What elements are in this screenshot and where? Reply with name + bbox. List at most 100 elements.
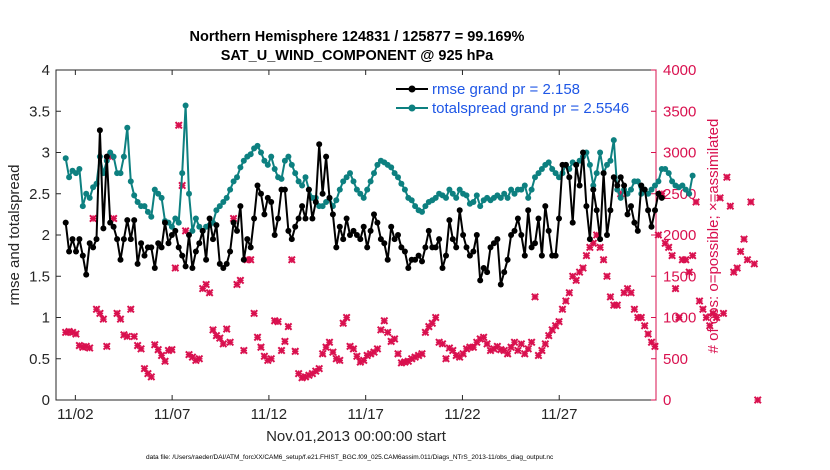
totalspread-point xyxy=(323,199,330,205)
rmse-point xyxy=(69,236,76,243)
obs-point xyxy=(702,313,711,322)
totalspread-point xyxy=(110,153,117,160)
obs-point xyxy=(137,344,145,353)
totalspread-point xyxy=(682,186,689,193)
totalspread-point xyxy=(144,208,151,215)
rmse-point xyxy=(120,236,127,243)
totalspread-point xyxy=(220,199,227,205)
obs-point xyxy=(394,349,402,358)
rmse-point xyxy=(532,240,538,247)
obs-point xyxy=(613,301,622,310)
obs-point xyxy=(585,243,594,252)
totalspread-point xyxy=(521,182,528,189)
totalspread-point xyxy=(449,190,456,197)
rmse-point xyxy=(384,256,391,263)
rmse-point xyxy=(107,219,114,226)
obs-point xyxy=(130,332,139,341)
rmse-point xyxy=(254,182,261,189)
totalspread-point xyxy=(679,182,686,189)
rmse-point xyxy=(210,236,216,243)
totalspread-point xyxy=(216,203,223,210)
rmse-point xyxy=(134,260,141,267)
rmse-point xyxy=(131,217,138,224)
obs-point xyxy=(695,297,704,305)
obs-point xyxy=(418,349,426,358)
rmse-point xyxy=(240,256,247,263)
rmse-point xyxy=(388,223,395,230)
obs-point xyxy=(664,243,673,252)
obs-point xyxy=(102,342,111,351)
rmse-point xyxy=(86,240,93,247)
totalspread-point xyxy=(189,227,196,234)
rmse-point xyxy=(542,203,549,210)
rmse-point xyxy=(508,232,515,238)
y-axis-right: 05001000150020002500300035004000 xyxy=(651,62,696,409)
x-tick-label: 11/02 xyxy=(57,406,93,423)
rmse-point xyxy=(593,207,600,214)
rmse-point xyxy=(477,277,484,284)
rmse-point xyxy=(463,244,470,251)
obs-point xyxy=(246,255,255,264)
rmse-point xyxy=(220,265,227,271)
rmse-point xyxy=(621,182,628,189)
rmse-point xyxy=(545,227,552,234)
obs-point xyxy=(215,334,224,343)
rmse-point xyxy=(446,217,453,224)
rmse-point xyxy=(292,223,299,230)
rmse-point xyxy=(357,236,364,243)
y-right-tick-label: 4000 xyxy=(663,62,696,79)
obs-point xyxy=(147,372,156,381)
totalspread-point xyxy=(665,170,672,177)
obs-point xyxy=(541,339,550,348)
y-right-tick-label: 3000 xyxy=(663,145,696,162)
obs-point xyxy=(544,331,553,340)
rmse-point xyxy=(103,153,110,160)
totalspread-point xyxy=(470,199,477,205)
rmse-point xyxy=(456,207,463,214)
rmse-point xyxy=(79,252,86,259)
obs-point xyxy=(428,319,437,328)
legend-spread-marker xyxy=(408,104,416,112)
totalspread-point xyxy=(422,203,429,210)
rmse-point xyxy=(525,207,532,214)
rmse-point xyxy=(182,263,189,270)
rmse-point xyxy=(638,182,645,189)
rmse-point xyxy=(580,149,586,156)
obs-point xyxy=(239,346,248,355)
obs-point xyxy=(627,288,635,297)
obs-point xyxy=(722,173,731,182)
rmse-point xyxy=(648,223,655,230)
rmse-point xyxy=(247,244,254,251)
rmse-point xyxy=(271,232,278,238)
totalspread-point xyxy=(117,170,124,177)
obs-point xyxy=(72,330,80,338)
totalspread-point xyxy=(261,157,268,164)
obs-point xyxy=(510,338,519,347)
totalspread-point xyxy=(179,170,186,177)
y-axis-left: 0 0.5 1 1.5 2 2.5 3 3.5 4 xyxy=(29,62,61,409)
y-left-tick-label: 1 xyxy=(42,310,50,327)
rmse-point xyxy=(432,244,439,251)
totalspread-point xyxy=(278,175,285,182)
rmse-point xyxy=(110,223,117,230)
rmse-point xyxy=(189,265,196,271)
rmse-point xyxy=(439,265,446,271)
rmse-point xyxy=(624,211,631,218)
totalspread-point xyxy=(73,170,79,177)
x-tick-label: 11/07 xyxy=(154,406,190,423)
rmse-point xyxy=(117,256,124,263)
rmse-point xyxy=(405,265,412,271)
rmse-point xyxy=(333,244,340,251)
totalspread-point xyxy=(158,194,165,201)
obs-point xyxy=(729,268,738,277)
totalspread-point xyxy=(538,166,545,172)
totalspread-point xyxy=(456,186,463,193)
obs-point xyxy=(555,317,563,326)
obs-point xyxy=(637,313,646,322)
rmse-point xyxy=(535,215,542,222)
totalspread-point xyxy=(597,149,604,156)
obs-point xyxy=(558,305,567,314)
rmse-point xyxy=(443,252,449,259)
rmse-point xyxy=(487,244,494,251)
obs-point xyxy=(548,325,557,334)
